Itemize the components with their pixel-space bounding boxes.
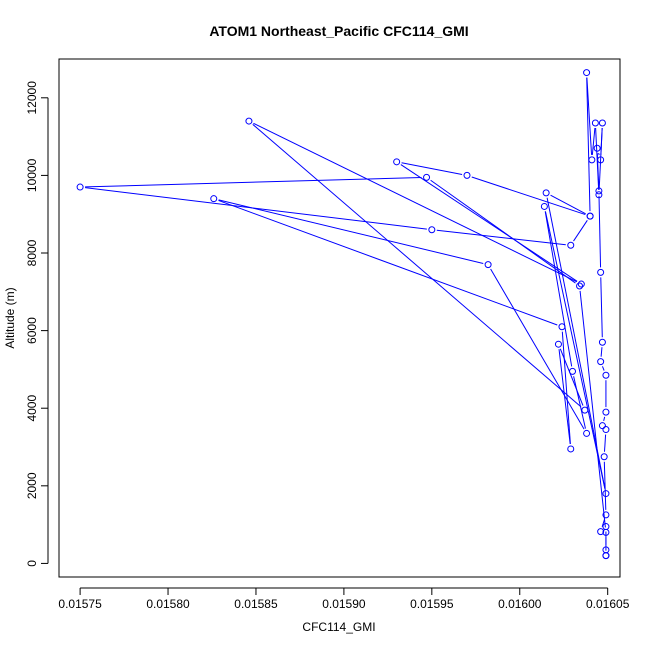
series-line-segment — [595, 127, 600, 190]
data-point — [595, 187, 603, 195]
data-point — [428, 226, 436, 234]
data-point — [567, 445, 575, 453]
series-line-segment — [579, 290, 606, 528]
x-axis: 0.01575 0.01580 0.01585 0.01590 0.01595 0.016… — [58, 587, 630, 611]
series-line-segment — [601, 519, 605, 527]
series-line-segment — [430, 179, 576, 284]
data-point — [210, 195, 218, 203]
series-line-segment — [598, 195, 602, 268]
data-point — [583, 69, 591, 77]
data-point — [76, 183, 84, 191]
series-line-segment — [573, 376, 586, 429]
y-axis-label: Altitude (m) — [3, 287, 17, 348]
series-line-segment — [546, 197, 606, 489]
series-line-segment — [252, 123, 582, 408]
data-point — [558, 323, 566, 331]
series-line-segment — [603, 434, 607, 452]
data-point — [540, 202, 548, 210]
chart-title: ATOM1 Northeast_Pacific CFC114_GMI — [209, 23, 468, 39]
data-point — [597, 268, 605, 276]
data-point — [393, 158, 401, 166]
data-point — [423, 173, 431, 181]
series-line-segment — [400, 164, 578, 282]
series-line-segment — [603, 416, 606, 421]
series-line-segment — [471, 176, 586, 216]
data-point — [484, 261, 492, 269]
data-point — [576, 282, 584, 290]
y-tick-label: 0 — [25, 560, 39, 567]
series-line-segment — [544, 211, 606, 489]
data-point — [569, 367, 577, 375]
data-point — [602, 371, 610, 379]
y-axis: 0 2000 4000 6000 8000 10000 12000 — [25, 81, 49, 567]
data-point — [245, 117, 253, 125]
series-line-segment — [85, 187, 427, 230]
x-tick-label: 0.01575 — [58, 597, 102, 611]
y-tick-label: 2000 — [25, 472, 39, 499]
data-point — [595, 191, 603, 199]
x-tick-label: 0.01580 — [146, 597, 190, 611]
series-line-segment — [586, 77, 593, 155]
series-line-segment — [253, 122, 578, 283]
data-point — [567, 241, 575, 249]
series-line-segment — [490, 268, 585, 430]
x-tick-label: 0.01590 — [322, 597, 366, 611]
data-point — [586, 212, 594, 220]
series-line-segment — [401, 162, 463, 175]
series-line-segment — [85, 176, 422, 188]
data-point — [583, 429, 591, 437]
data-point — [597, 358, 605, 366]
data-point — [591, 119, 599, 127]
data-point — [602, 511, 610, 519]
data-point — [581, 406, 589, 414]
data-point — [554, 340, 562, 348]
series-line-segment — [591, 127, 596, 155]
x-tick-label: 0.01600 — [498, 597, 542, 611]
series-line-segment — [598, 127, 603, 190]
data-point — [542, 189, 550, 197]
data-point — [598, 338, 606, 346]
data-point — [602, 408, 610, 416]
series-line-segment — [586, 77, 591, 212]
data-point — [577, 280, 585, 288]
series-line-segment — [544, 211, 573, 367]
data-point — [602, 552, 610, 560]
series-line-segment — [598, 152, 600, 156]
series-line-segment — [550, 194, 586, 215]
series-line-segment — [436, 229, 566, 246]
series-line-segment — [601, 366, 605, 371]
series-lines — [85, 77, 607, 551]
data-point — [602, 528, 610, 536]
data-point — [598, 119, 606, 127]
y-tick-label: 4000 — [25, 395, 39, 422]
data-point — [588, 156, 596, 164]
data-point — [597, 156, 605, 164]
series-line-segment — [603, 461, 607, 510]
x-tick-label: 0.01605 — [586, 597, 630, 611]
series-line-segment — [561, 331, 571, 445]
series-line-segment — [218, 199, 558, 326]
y-tick-label: 12000 — [25, 81, 39, 115]
data-point — [593, 144, 601, 152]
series-line-segment — [600, 277, 603, 338]
y-tick-label: 6000 — [25, 317, 39, 344]
series-line-segment — [600, 347, 603, 357]
x-tick-label: 0.01585 — [234, 597, 278, 611]
data-point — [602, 523, 610, 531]
y-tick-label: 8000 — [25, 239, 39, 266]
data-point — [598, 422, 606, 430]
y-tick-label: 10000 — [25, 158, 39, 192]
series-line-segment — [573, 220, 588, 242]
data-point — [463, 171, 471, 179]
data-point — [597, 528, 605, 536]
data-point — [600, 453, 608, 461]
x-axis-label: CFC114_GMI — [302, 620, 375, 634]
plot-frame — [58, 58, 621, 578]
data-point — [602, 426, 610, 434]
x-tick-label: 0.01595 — [410, 597, 454, 611]
series-line-segment — [218, 199, 484, 264]
data-point — [602, 490, 610, 498]
series-points — [76, 69, 610, 560]
